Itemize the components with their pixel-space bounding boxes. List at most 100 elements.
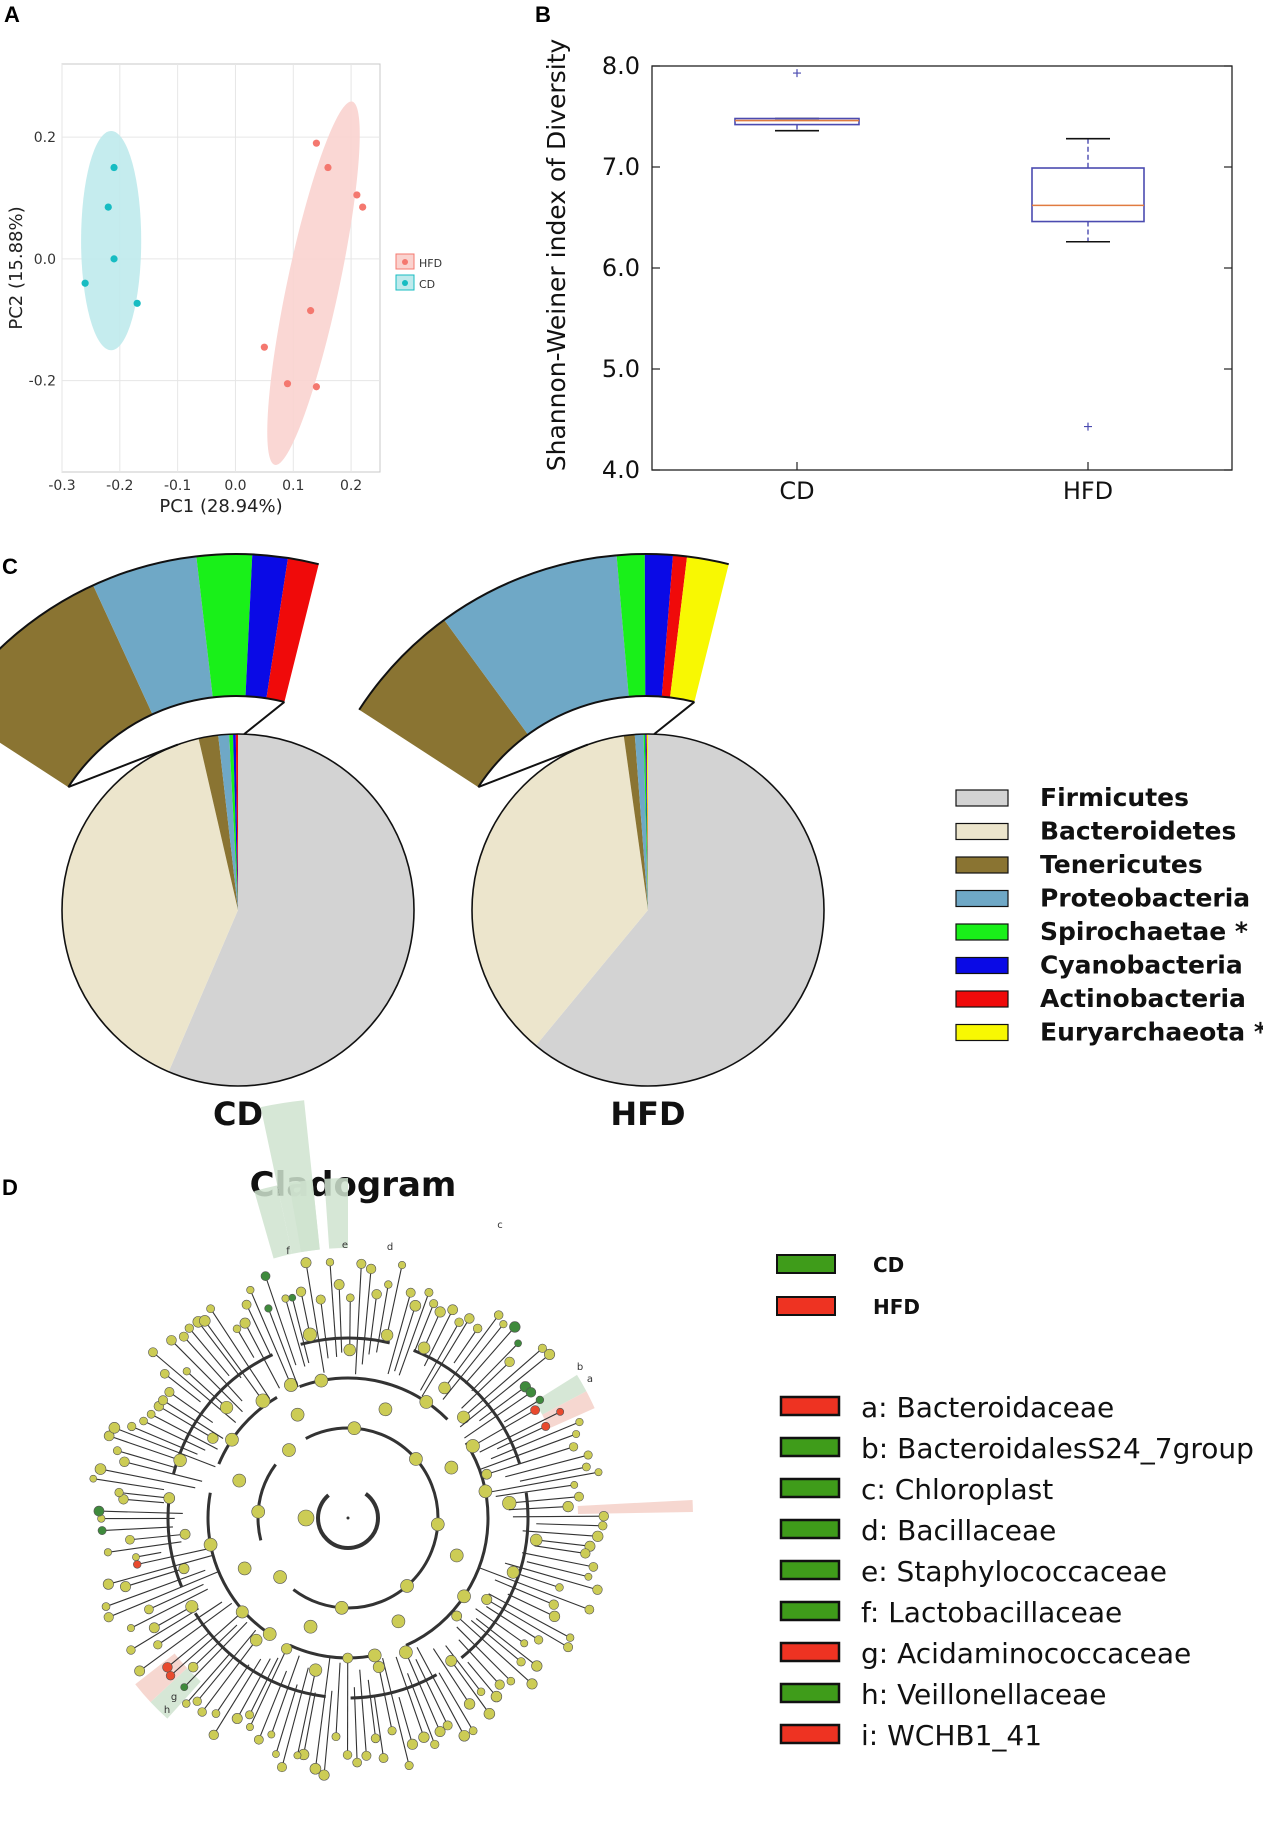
cladogram-node — [541, 1421, 551, 1431]
cladogram-node — [293, 1751, 302, 1760]
cladogram-node — [148, 1347, 158, 1358]
clade-legend-label: g: Acidaminococcaceae — [861, 1637, 1191, 1670]
phylum-legend-label: Actinobacteria — [1040, 984, 1246, 1013]
pie-zoom-fan — [358, 553, 729, 789]
cladogram-node — [94, 1463, 107, 1475]
cladogram-branch — [445, 1645, 482, 1693]
phylum-legend-label: Tenericutes — [1040, 850, 1203, 879]
clade-legend-label: h: Veillonellaceae — [861, 1678, 1106, 1711]
cladogram-node — [438, 1381, 451, 1395]
cladogram-branch — [534, 1545, 586, 1554]
panel-letter-c: C — [2, 554, 18, 579]
cladogram-node — [126, 1624, 135, 1633]
cladogram-branch — [486, 1606, 539, 1641]
cladogram-node — [272, 1750, 280, 1758]
cladogram-node — [315, 1294, 326, 1305]
cladogram-node — [566, 1633, 575, 1642]
cladogram-branch — [512, 1515, 604, 1518]
cladogram-branch — [275, 1684, 298, 1755]
cladogram-node — [197, 1707, 207, 1717]
cladogram-branch — [130, 1588, 209, 1629]
clade-letter-b: b — [577, 1362, 583, 1373]
cladogram-node — [103, 1430, 115, 1442]
pca-point-hfd — [260, 343, 268, 351]
cladogram-branch — [522, 1530, 598, 1537]
cladogram-branch — [143, 1420, 206, 1451]
zoom-segment — [245, 554, 288, 699]
cladogram-branch — [394, 1305, 416, 1372]
cladogram-branch — [114, 1427, 216, 1468]
cladogram-branch — [438, 1672, 474, 1732]
cladogram-node — [457, 1589, 471, 1604]
cladogram-branch — [367, 1679, 377, 1739]
cladogram-branch — [378, 1666, 393, 1731]
phylum-legend-label: Firmicutes — [1040, 783, 1189, 812]
cladogram-group-swatch — [776, 1254, 836, 1274]
cladogram-node — [574, 1491, 584, 1502]
panel-a-pca: A -0.3 -0.2 -0.1 0.0 0.1 0.2 0.2 0.0 -0.2 PC1 (2… — [4, 2, 442, 517]
cladogram-branch — [507, 1593, 555, 1617]
cladogram-branch — [137, 1547, 212, 1565]
cladogram-branch — [186, 1370, 227, 1408]
cladogram-branch — [423, 1311, 441, 1349]
cladogram-node — [148, 1622, 160, 1634]
pca-points — [81, 139, 367, 391]
cladogram-node — [594, 1468, 603, 1477]
cladogram-node — [494, 1679, 505, 1690]
cladogram-node — [303, 1619, 318, 1634]
cladogram-branch — [323, 1690, 333, 1776]
cladogram-branch — [185, 1652, 231, 1704]
cladogram-node — [211, 1709, 221, 1718]
cladogram-node — [245, 1723, 254, 1731]
clade-highlight — [135, 1653, 188, 1703]
clade-highlight — [288, 1179, 320, 1253]
cladogram-branch — [135, 1551, 162, 1558]
cladogram-node — [309, 1663, 323, 1677]
cladogram-node — [582, 1462, 591, 1472]
cladogram-node — [300, 1257, 312, 1269]
cladogram-branch — [470, 1619, 522, 1663]
cladogram-branch — [169, 1391, 214, 1424]
cladogram-branch — [329, 1262, 338, 1357]
cladogram-branch — [196, 1629, 257, 1702]
clade-legend-swatch — [779, 1477, 841, 1499]
cladogram-node — [153, 1640, 163, 1650]
cladogram-node — [144, 1604, 154, 1615]
cladogram-node — [93, 1505, 105, 1517]
cladogram-node — [133, 1560, 142, 1569]
cladogram-node — [535, 1395, 545, 1405]
pca-point-hfd — [312, 383, 320, 391]
cladogram-node — [264, 1304, 273, 1313]
cladogram-node — [290, 1407, 305, 1422]
box-marks — [734, 69, 1145, 431]
cladogram-node — [225, 1432, 239, 1447]
cladogram-node — [276, 1762, 287, 1773]
cladogram-node — [506, 1676, 516, 1686]
cladogram-branch — [504, 1562, 598, 1591]
cladogram-node — [506, 1565, 520, 1579]
cladogram-branch — [373, 1696, 385, 1759]
cladogram-node — [449, 1548, 464, 1563]
cladogram-node — [520, 1639, 529, 1648]
cladogram-branch — [463, 1347, 543, 1418]
cladogram-branch — [236, 1658, 271, 1719]
cladogram-node — [118, 1494, 129, 1505]
cladogram-branch — [244, 1322, 280, 1389]
cladogram-branch — [407, 1673, 436, 1745]
cladogram-branch — [512, 1571, 560, 1588]
cladogram-node — [231, 1713, 243, 1724]
cladogram-branch — [98, 1510, 183, 1514]
cladogram-branch — [450, 1660, 490, 1715]
cladogram-node — [464, 1313, 475, 1324]
cladogram-node — [114, 1487, 124, 1498]
cladogram-node — [356, 1258, 367, 1269]
cladogram-node — [134, 1665, 146, 1677]
cladogram: c d e f ba hg — [89, 1100, 693, 1781]
zoom-segment — [266, 557, 319, 702]
zoom-segment — [93, 556, 213, 715]
cladogram-node — [534, 1635, 544, 1645]
cladogram-branch — [249, 1657, 279, 1716]
cladogram-legend: CD HFD a: Bacteroidaceae b: BacteroidalesS2… — [776, 1253, 1254, 1752]
cladogram-branch — [413, 1303, 435, 1353]
